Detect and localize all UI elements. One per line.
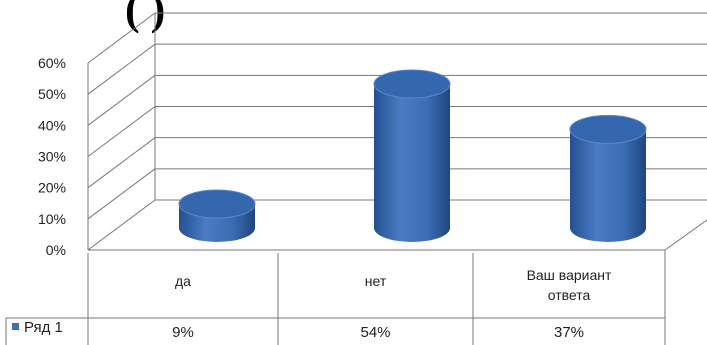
plot-area <box>178 69 647 242</box>
bar-2 <box>373 69 451 242</box>
y-tick-label: 50% <box>38 86 66 102</box>
data-value-label: 9% <box>172 324 194 341</box>
gridline-side <box>87 12 156 64</box>
y-tick-label: 30% <box>38 149 66 165</box>
bar-body <box>570 129 646 242</box>
bar-top <box>373 69 451 99</box>
y-tick-label: 0% <box>46 242 66 258</box>
bar-top <box>569 114 647 144</box>
chart-title-fragment: ( ) <box>125 0 165 34</box>
category-label: Ваш вариант ответа <box>527 267 612 303</box>
legend-key <box>12 323 19 330</box>
y-tick-label: 40% <box>38 117 66 133</box>
y-tick-label: 10% <box>38 211 66 227</box>
gridline-side <box>87 74 156 126</box>
y-tick-label: 20% <box>38 180 66 196</box>
category-label: да <box>175 273 191 289</box>
y-axis: 0% 10% 20% 30% 40% 50% 60% <box>38 55 66 258</box>
category-label: нет <box>365 273 387 289</box>
gridline-side <box>87 168 156 220</box>
gridline-side <box>87 137 156 189</box>
bar-1 <box>178 189 256 242</box>
bar-top <box>178 189 256 219</box>
gridline-side <box>87 43 156 95</box>
data-value-label: 54% <box>360 324 390 341</box>
gridline-side <box>87 106 156 157</box>
y-tick-label: 60% <box>38 55 66 71</box>
data-value-label: 37% <box>554 324 584 341</box>
series-name: Ряд 1 <box>24 319 63 336</box>
gridline-side <box>87 199 156 251</box>
bar-3 <box>569 114 647 242</box>
data-table: да нет Ваш вариант ответа Ряд 1 9% 54% 37% <box>5 253 666 345</box>
bar-body <box>374 84 450 242</box>
